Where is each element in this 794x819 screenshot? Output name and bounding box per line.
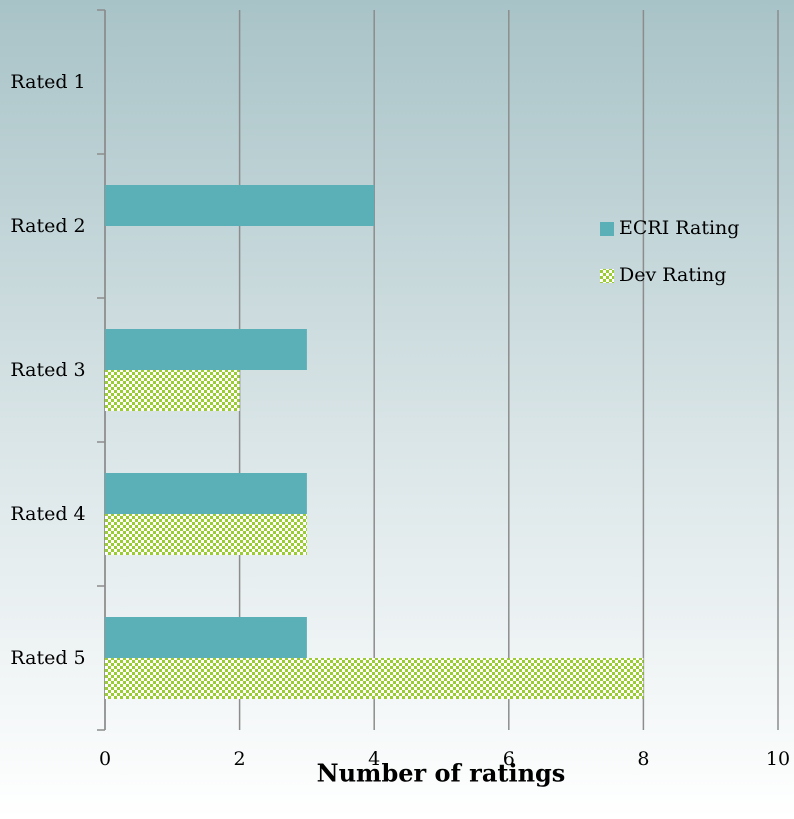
x-tick-label: 6 [503, 748, 515, 770]
bar [105, 658, 644, 699]
y-tick-label: Rated 3 [10, 359, 86, 381]
bar [105, 473, 307, 514]
y-tick-label: Rated 2 [10, 215, 86, 237]
x-tick-label: 10 [766, 748, 790, 770]
y-tick-label: Rated 5 [10, 647, 86, 669]
bar [105, 370, 240, 411]
legend-swatch [600, 269, 614, 283]
y-tick-label: Rated 4 [10, 503, 86, 525]
x-tick-label: 0 [99, 748, 111, 770]
legend-label: Dev Rating [619, 264, 726, 286]
bar [105, 617, 307, 658]
bar [105, 329, 307, 370]
x-axis-title: Number of ratings [317, 759, 566, 788]
x-tick-label: 4 [368, 748, 380, 770]
x-tick-label: 2 [234, 748, 246, 770]
bar [105, 185, 375, 226]
legend-label: ECRI Rating [619, 217, 739, 239]
bar [105, 514, 307, 555]
legend-swatch [600, 222, 614, 236]
x-tick-label: 8 [637, 748, 649, 770]
y-tick-label: Rated 1 [10, 71, 86, 93]
